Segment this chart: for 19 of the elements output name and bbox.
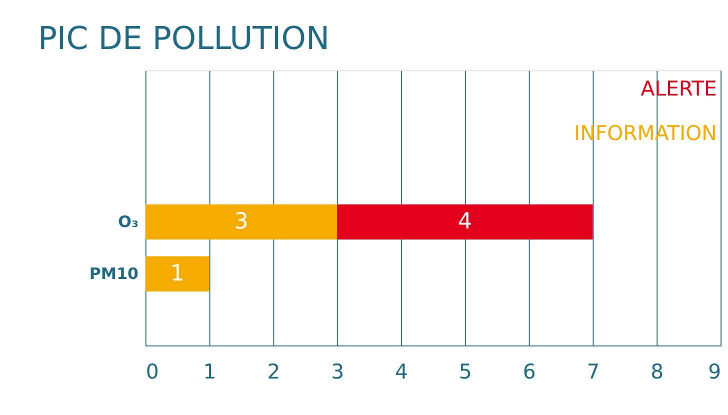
x-tick-label: 0 bbox=[146, 359, 159, 384]
bar bbox=[337, 204, 593, 240]
chart-title: PIC DE POLLUTION bbox=[38, 21, 330, 58]
x-tick-label: 5 bbox=[458, 359, 472, 384]
y-tick-label: O₃ bbox=[118, 212, 139, 232]
x-tick-label: 3 bbox=[331, 359, 344, 384]
y-tick-label: PM10 bbox=[89, 264, 139, 283]
x-tick-label: 8 bbox=[650, 359, 664, 384]
bar bbox=[145, 204, 338, 240]
x-tick-label: 1 bbox=[203, 359, 216, 384]
data-label: 3 bbox=[234, 208, 248, 234]
bar bbox=[145, 256, 210, 292]
data-label: 4 bbox=[458, 208, 472, 234]
x-tick-label: 4 bbox=[395, 359, 408, 384]
x-tick-label: 6 bbox=[522, 359, 536, 384]
x-tick-label: 9 bbox=[708, 359, 722, 384]
x-tick-label: 7 bbox=[586, 359, 600, 384]
data-label: 1 bbox=[170, 260, 184, 286]
x-tick-label: 2 bbox=[267, 359, 280, 384]
